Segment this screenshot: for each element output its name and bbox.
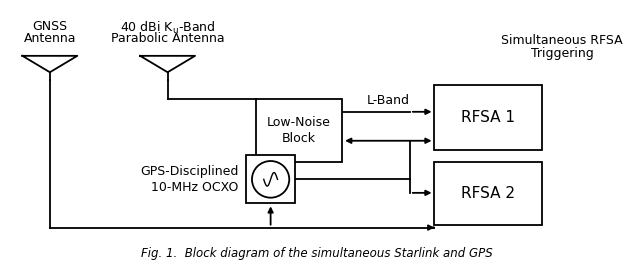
Bar [435, 162, 542, 225]
Text: Antenna: Antenna [24, 32, 76, 45]
Circle shape [252, 161, 289, 198]
Text: RFSA 1: RFSA 1 [461, 110, 515, 125]
Text: Fig. 1.  Block diagram of the simultaneous Starlink and GPS: Fig. 1. Block diagram of the simultaneou… [141, 247, 493, 260]
Bar [256, 99, 342, 162]
Text: Low-Noise: Low-Noise [267, 116, 331, 129]
Text: RFSA 2: RFSA 2 [461, 186, 515, 201]
Bar [246, 155, 295, 204]
Text: GNSS: GNSS [32, 20, 67, 33]
Bar [435, 85, 542, 151]
Text: Triggering: Triggering [531, 47, 593, 60]
Text: Simultaneous RFSA: Simultaneous RFSA [501, 34, 623, 47]
Text: 40 dBi K$_\mathregular{u}$-Band: 40 dBi K$_\mathregular{u}$-Band [120, 20, 216, 36]
Text: Block: Block [282, 132, 316, 145]
Text: Parabolic Antenna: Parabolic Antenna [111, 32, 225, 45]
Text: L-Band: L-Band [367, 94, 410, 107]
Text: 10-MHz OCXO: 10-MHz OCXO [151, 180, 238, 193]
Text: GPS-Disciplined: GPS-Disciplined [140, 165, 238, 178]
